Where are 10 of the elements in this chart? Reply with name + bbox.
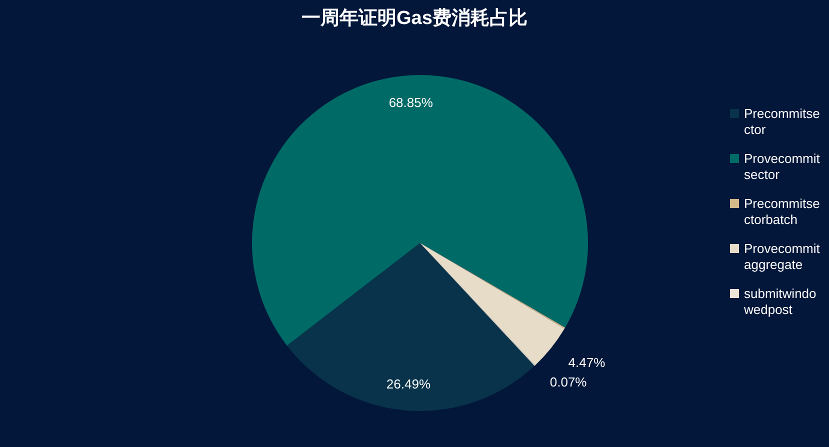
legend-label: Provecommitsector [744, 151, 820, 182]
legend-label: Precommitsector [744, 106, 820, 137]
legend-label: submitwindowedpost [743, 286, 816, 317]
data-label: 26.49% [386, 376, 431, 392]
legend-label: Provecommitaggregate [744, 241, 820, 272]
chart-title: 一周年证明Gas费消耗占比 [302, 7, 528, 29]
data-label: 68.85% [388, 95, 434, 110]
data-label: 4.47% [568, 354, 606, 370]
legend-label: Precommitsectorbatch [744, 196, 820, 227]
data-label: 0.07% [550, 374, 588, 390]
